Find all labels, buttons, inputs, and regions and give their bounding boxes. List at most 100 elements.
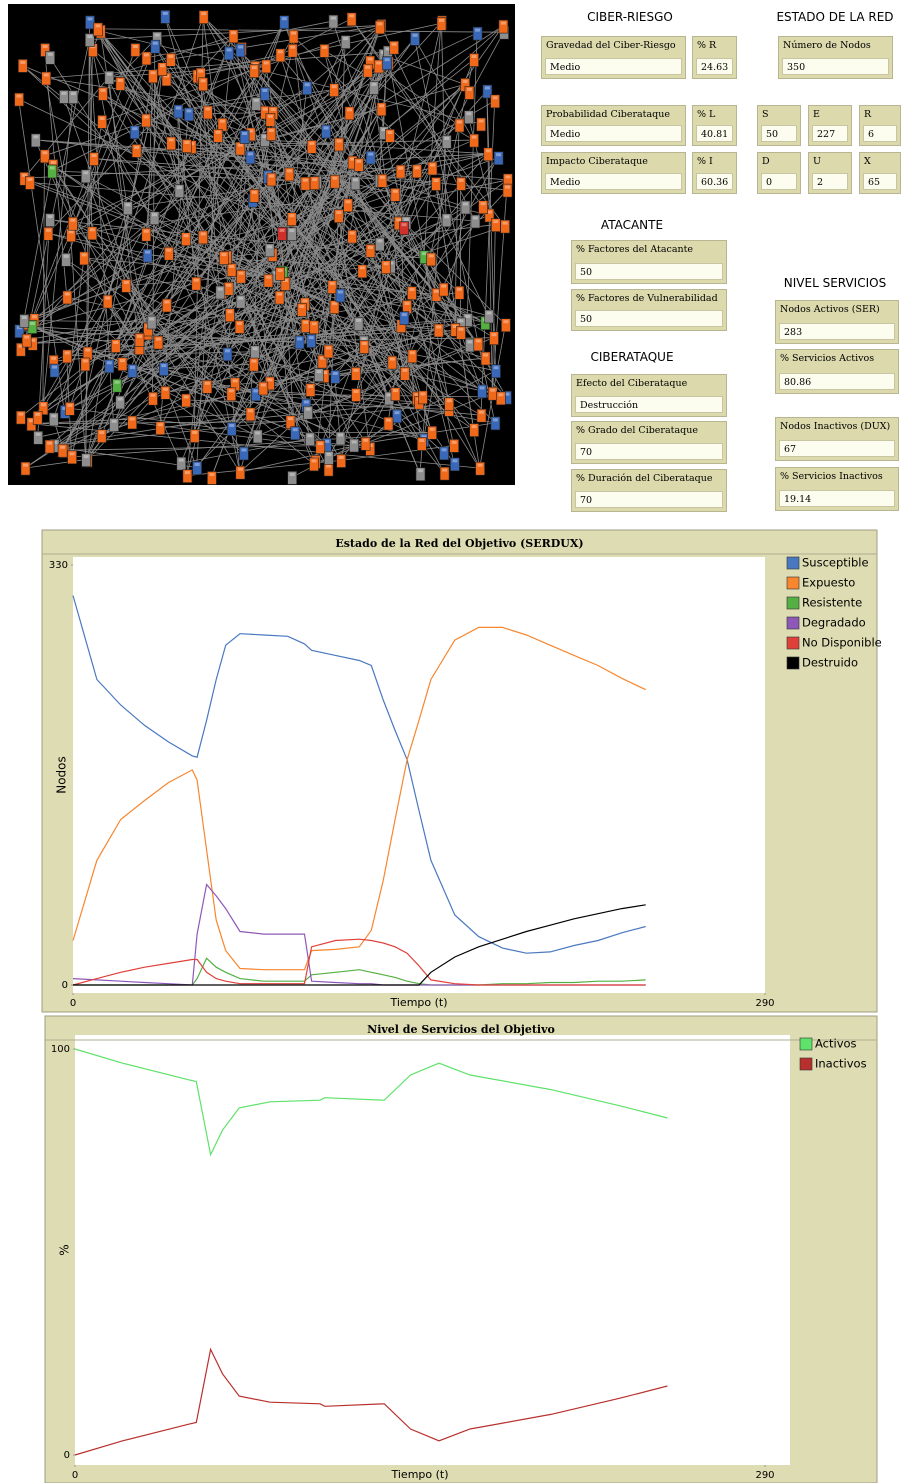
node-top bbox=[398, 167, 403, 170]
network-node bbox=[44, 227, 53, 240]
node-top bbox=[395, 411, 400, 414]
network-node bbox=[82, 454, 91, 467]
node-top bbox=[105, 297, 110, 300]
network-node bbox=[280, 16, 289, 29]
node-top bbox=[457, 288, 462, 291]
node-top bbox=[338, 434, 343, 437]
network-node bbox=[236, 295, 245, 308]
network-node bbox=[352, 389, 361, 402]
network-node bbox=[287, 228, 296, 241]
node-top bbox=[65, 293, 70, 296]
network-node bbox=[99, 87, 108, 100]
network-node bbox=[287, 213, 296, 226]
node-top bbox=[442, 448, 447, 451]
node-top bbox=[231, 31, 236, 34]
network-node bbox=[336, 432, 345, 445]
node-top bbox=[331, 17, 336, 20]
network-node bbox=[42, 72, 51, 85]
node-top bbox=[112, 420, 117, 423]
node-top bbox=[337, 140, 342, 143]
network-node bbox=[113, 379, 122, 392]
node-top bbox=[396, 218, 401, 221]
network-node bbox=[68, 217, 77, 230]
network-node bbox=[199, 231, 208, 244]
node-top bbox=[498, 393, 503, 396]
node-top bbox=[415, 166, 420, 169]
node-top bbox=[225, 349, 230, 352]
network-node bbox=[496, 392, 505, 405]
node-top bbox=[376, 62, 381, 65]
network-node bbox=[123, 202, 132, 215]
node-top bbox=[83, 359, 88, 362]
node-top bbox=[205, 108, 210, 111]
network-node bbox=[396, 165, 405, 178]
node-top bbox=[218, 288, 223, 291]
node-top bbox=[101, 89, 106, 92]
network-node bbox=[411, 32, 420, 45]
node-top bbox=[452, 459, 457, 462]
network-node bbox=[366, 244, 375, 257]
network-node bbox=[15, 93, 24, 106]
monitor-value: 80.86 bbox=[779, 373, 895, 390]
network-node bbox=[442, 214, 451, 227]
monitor: % Servicios Activos80.86 bbox=[775, 349, 899, 394]
legend-swatch bbox=[787, 637, 799, 649]
network-node bbox=[85, 34, 94, 47]
network-node bbox=[407, 287, 416, 300]
monitor-label: Efecto del Ciberataque bbox=[576, 378, 687, 389]
y-axis-label: % bbox=[58, 1244, 72, 1255]
node-top bbox=[18, 413, 23, 416]
monitor-label: X bbox=[864, 156, 871, 167]
node-top bbox=[92, 154, 97, 157]
node-top bbox=[390, 358, 395, 361]
network-node bbox=[262, 60, 271, 73]
network-node bbox=[264, 274, 273, 287]
network-node bbox=[418, 391, 427, 404]
network-node bbox=[301, 177, 310, 190]
network-node bbox=[450, 458, 459, 471]
node-top bbox=[312, 459, 317, 462]
node-top bbox=[198, 70, 203, 73]
node-top bbox=[493, 220, 498, 223]
network-node bbox=[336, 289, 345, 302]
monitor-value: 2 bbox=[812, 173, 848, 190]
network-node bbox=[46, 214, 55, 227]
network-node bbox=[334, 210, 343, 223]
network-node bbox=[337, 455, 346, 468]
network-node bbox=[267, 173, 276, 186]
node-top bbox=[422, 252, 427, 255]
node-top bbox=[194, 279, 199, 282]
node-top bbox=[90, 228, 95, 231]
network-node bbox=[288, 44, 297, 57]
node-top bbox=[201, 232, 206, 235]
legend-swatch bbox=[800, 1038, 812, 1050]
monitor: % Grado del Ciberataque70 bbox=[571, 421, 727, 464]
network-node bbox=[470, 134, 479, 147]
network-node bbox=[128, 364, 137, 377]
monitor-label: % Factores del Atacante bbox=[576, 244, 693, 255]
network-node bbox=[250, 189, 259, 202]
network-node bbox=[150, 212, 159, 225]
node-top bbox=[160, 64, 165, 67]
network-node bbox=[90, 153, 99, 166]
node-top bbox=[308, 434, 313, 437]
node-top bbox=[463, 203, 468, 206]
network-node bbox=[450, 439, 459, 452]
monitor: D0 bbox=[757, 152, 801, 194]
network-node bbox=[491, 95, 500, 108]
network-node bbox=[488, 387, 497, 400]
node-top bbox=[168, 55, 173, 58]
node-top bbox=[42, 151, 47, 154]
network-node bbox=[203, 380, 212, 393]
node-top bbox=[479, 411, 484, 414]
network-node bbox=[203, 106, 212, 119]
network-node bbox=[400, 312, 409, 325]
section-title: CIBER-RIESGO bbox=[587, 10, 673, 24]
node-top bbox=[444, 215, 449, 218]
node-top bbox=[349, 14, 354, 17]
network-node bbox=[400, 367, 409, 380]
network-node bbox=[428, 426, 437, 439]
node-top bbox=[290, 46, 295, 49]
node-top bbox=[51, 357, 56, 360]
node-top bbox=[493, 418, 498, 421]
